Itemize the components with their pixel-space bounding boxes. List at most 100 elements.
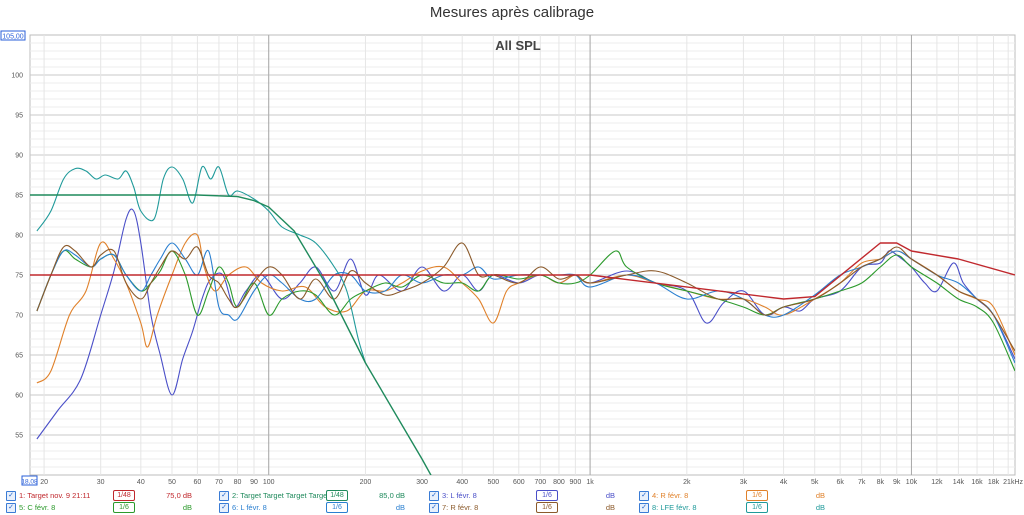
legend-label: 8: LFE févr. 8	[652, 503, 697, 512]
x-tick-label: 1k	[586, 479, 594, 486]
x-tick-label: 9k	[893, 479, 901, 486]
x-tick-label: 5k	[811, 479, 819, 486]
x-tick-label: 800	[553, 479, 565, 486]
legend-checkbox[interactable]: ✓	[639, 490, 649, 501]
legend-smoothing-button[interactable]: 1/6	[536, 490, 558, 501]
legend-checkbox[interactable]: ✓	[219, 490, 229, 501]
y-tick-label: 55	[15, 433, 23, 440]
legend-label: 2: Target Target Target Target 1	[232, 491, 336, 500]
legend-level: dB	[605, 491, 615, 500]
legend-smoothing-button[interactable]: 1/6	[326, 502, 348, 513]
x-tick-label: 200	[360, 479, 372, 486]
window-title: Mesures après calibrage	[429, 4, 595, 21]
legend-label: 1: Target nov. 9 21:11	[19, 491, 91, 500]
x-min-box[interactable]	[21, 475, 38, 486]
x-tick-label: 300	[416, 479, 428, 486]
y-tick-label: 85	[15, 193, 23, 200]
legend-checkbox[interactable]: ✓	[429, 490, 439, 501]
y-tick-label: 80	[15, 233, 23, 240]
x-tick-label: 400	[456, 479, 468, 486]
y-tick-label: 60	[15, 393, 23, 400]
legend-checkbox[interactable]: ✓	[6, 490, 16, 501]
x-tick-label: 30	[97, 479, 105, 486]
legend-checkbox[interactable]: ✓	[639, 502, 649, 513]
y-tick-label: 65	[15, 353, 23, 360]
x-tick-labels: 20 30 40 50 60 70 80 90 100 200 300 400 500 600 700 800…	[40, 479, 1023, 486]
y-tick-labels: 55 60 65 70 75 80 85 90 95 100	[11, 73, 23, 440]
x-tick-label: 18k	[988, 479, 1000, 486]
x-tick-label: 500	[487, 479, 499, 486]
plot-area	[29, 34, 1016, 476]
x-tick-label: 21kHz	[1003, 479, 1023, 486]
legend-smoothing-button[interactable]: 1/6	[746, 502, 768, 513]
series-line-6	[36, 242, 1015, 364]
x-tick-label: 6k	[836, 479, 844, 486]
series-lines	[30, 165, 1015, 475]
y-tick-label: 90	[15, 153, 23, 160]
legend-smoothing-button[interactable]: 1/6	[536, 502, 558, 513]
legend-smoothing-button[interactable]: 1/6	[113, 502, 135, 513]
x-tick-label: 2k	[683, 479, 691, 486]
legend-item-6[interactable]: ✓ 6: L févr. 8	[219, 502, 267, 513]
y-tick-label: 70	[15, 313, 23, 320]
legend-checkbox[interactable]: ✓	[6, 502, 16, 513]
legend-label: 7: R févr. 8	[442, 503, 479, 512]
legend-item-3[interactable]: ✓ 3: L févr. 8	[429, 490, 477, 501]
legend-level: 75,0 dB	[166, 491, 192, 500]
legend-label: 4: R févr. 8	[652, 491, 689, 500]
x-tick-label: 100	[263, 479, 275, 486]
legend-item-4[interactable]: ✓ 4: R févr. 8	[639, 490, 688, 501]
x-tick-label: 10k	[906, 479, 918, 486]
y-tick-label: 75	[15, 273, 23, 280]
legend-checkbox[interactable]: ✓	[219, 502, 229, 513]
series-line-3	[36, 208, 1015, 440]
legend-smoothing-button[interactable]: 1/48	[326, 490, 348, 501]
x-tick-label: 7k	[858, 479, 866, 486]
x-tick-label: 600	[513, 479, 525, 486]
x-tick-label: 60	[194, 479, 202, 486]
legend-level: dB	[395, 503, 405, 512]
x-tick-label: 8k	[877, 479, 885, 486]
x-tick-label: 4k	[780, 479, 788, 486]
legend-level: 85,0 dB	[379, 491, 405, 500]
legend-smoothing-button[interactable]: 1/6	[746, 490, 768, 501]
legend-level: dB	[815, 491, 825, 500]
legend-label: 6: L févr. 8	[232, 503, 267, 512]
legend: ✓ 1: Target nov. 9 21:11 1/48 75,0 dB ✓ 2: Ta…	[0, 489, 1024, 515]
x-tick-label: 90	[250, 479, 258, 486]
legend-smoothing-button[interactable]: 1/48	[113, 490, 135, 501]
x-min-label: 18,08	[21, 479, 38, 486]
legend-level: dB	[815, 503, 825, 512]
spl-chart: 55 60 65 70 75 80 85 90 95 100 20 30 40 50 60 70 80 90 10…	[0, 30, 1023, 486]
x-tick-label: 80	[234, 479, 242, 486]
legend-label: 3: L févr. 8	[442, 491, 477, 500]
series-line-1	[30, 242, 1015, 300]
x-tick-label: 3k	[740, 479, 748, 486]
chart-title: All SPL	[495, 38, 541, 53]
y-tick-label: 100	[11, 73, 23, 80]
y-max-label: 105,00	[2, 34, 24, 41]
legend-item-8[interactable]: ✓ 8: LFE févr. 8	[639, 502, 697, 513]
legend-item-2[interactable]: ✓ 2: Target Target Target Target 1	[219, 490, 336, 501]
x-tick-label: 12k	[931, 479, 943, 486]
legend-item-7[interactable]: ✓ 7: R févr. 8	[429, 502, 478, 513]
x-tick-label: 14k	[953, 479, 965, 486]
x-tick-label: 40	[137, 479, 145, 486]
series-line-7	[36, 242, 1015, 352]
legend-level: dB	[605, 503, 615, 512]
legend-level: dB	[182, 503, 192, 512]
y-tick-label: 95	[15, 113, 23, 120]
legend-checkbox[interactable]: ✓	[429, 502, 439, 513]
x-tick-label: 700	[534, 479, 546, 486]
series-line-2	[30, 194, 432, 475]
legend-item-1[interactable]: ✓ 1: Target nov. 9 21:11	[6, 490, 90, 501]
series-line-8	[36, 165, 367, 364]
legend-label: 5: C févr. 8	[19, 503, 56, 512]
x-tick-label: 900	[570, 479, 582, 486]
y-max-box[interactable]	[0, 30, 26, 41]
x-tick-label: 70	[215, 479, 223, 486]
x-tick-label: 20	[40, 479, 48, 486]
x-tick-label: 16k	[971, 479, 983, 486]
grid	[30, 35, 1015, 475]
legend-item-5[interactable]: ✓ 5: C févr. 8	[6, 502, 55, 513]
